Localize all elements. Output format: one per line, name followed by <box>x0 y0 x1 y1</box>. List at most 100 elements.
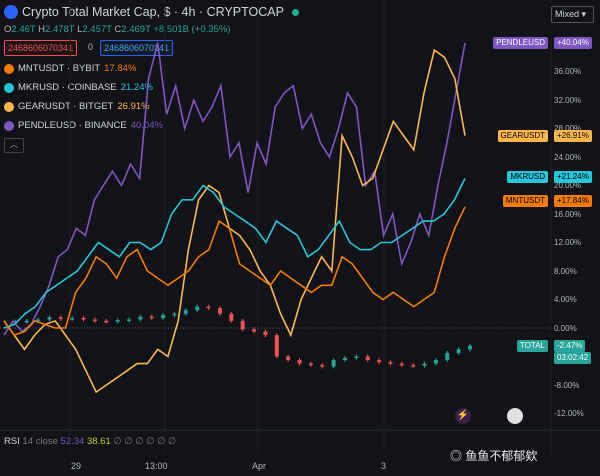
legend-item-0[interactable]: MNTUSDT · BYBIT 17.84% <box>4 63 136 74</box>
candle <box>115 320 120 322</box>
candle <box>81 318 86 320</box>
symbol-logo-icon <box>4 120 14 131</box>
cryptocap-logo-icon <box>4 5 18 19</box>
collapse-legend-button[interactable]: ︿ <box>4 138 24 153</box>
candle <box>411 365 416 367</box>
series-line-pendleusd <box>3 42 466 336</box>
series-value-tag-total: -2.47% <box>554 339 586 352</box>
series-name-tag-pendle: PENDLEUSD <box>493 36 548 49</box>
series-value-tag-pendle: +40.04% <box>554 36 592 49</box>
candle <box>161 315 166 319</box>
price-tick: 20.00% <box>554 181 582 190</box>
symbol-logo-icon <box>4 101 14 112</box>
price-tick: 36.00% <box>554 67 582 76</box>
price-tick: 24.00% <box>554 152 582 162</box>
candle <box>331 360 336 367</box>
price-tick: -8.00% <box>554 380 580 390</box>
candle <box>70 318 75 320</box>
price-tick: 28.00% <box>554 124 582 133</box>
candle <box>229 313 234 321</box>
series-value-tag-mnt: +17.84% <box>554 194 592 207</box>
candle <box>138 316 143 320</box>
candle <box>308 363 313 366</box>
market-status-icon <box>291 8 299 16</box>
candle <box>195 306 200 311</box>
legend-percent: 26.91% <box>117 101 150 112</box>
symbol-title[interactable]: Crypto Total Market Cap, $ · 4h · CRYPTO… <box>22 5 284 19</box>
watermark: ◎ 鱼鱼不郁郁欸 <box>450 449 538 463</box>
candle <box>342 357 347 361</box>
series-name-tag-mkr: MKRUSD <box>507 170 548 183</box>
price-tick: 16.00% <box>554 209 582 219</box>
series-line-mntusdt <box>3 206 466 337</box>
rsi-indicator-legend[interactable]: RSI 14 close 52.34 38.61 ∅ ∅ ∅ ∅ ∅ ∅ <box>4 436 177 447</box>
candle <box>24 320 29 323</box>
price-tick: 8.00% <box>554 266 577 276</box>
candle <box>172 313 177 316</box>
scale-mode-select[interactable]: Mixed ▾ <box>551 6 594 23</box>
legend-percent: 17.84% <box>104 63 137 74</box>
legend-item-3[interactable]: PENDLEUSD · BINANCE 40.04% <box>4 120 163 131</box>
candle <box>297 360 302 364</box>
lightning-icon[interactable]: ⚡ <box>455 408 471 424</box>
candle <box>456 349 461 353</box>
chart-header: Crypto Total Market Cap, $ · 4h · CRYPTO… <box>4 5 299 19</box>
series-value-tag-mkr: +21.24% <box>554 170 592 183</box>
candle <box>13 321 18 324</box>
legend-symbol: GEARUSDT · BITGET <box>18 101 114 112</box>
spread-value: 0 <box>88 42 94 52</box>
candle <box>252 329 257 332</box>
candle <box>365 356 370 361</box>
candle <box>377 360 382 363</box>
candle <box>388 362 393 364</box>
series-name-tag-total: TOTAL <box>516 339 548 352</box>
price-tick: 32.00% <box>554 95 582 105</box>
legend-item-2[interactable]: GEARUSDT · BITGET 26.91% <box>4 101 150 112</box>
candle <box>445 352 450 361</box>
legend-percent: 21.24% <box>120 82 153 93</box>
symbol-logo-icon <box>4 82 14 93</box>
legend-item-1[interactable]: MKRUSD · COINBASE 21.24% <box>4 82 153 93</box>
series-name-tag-gear: GEARUSDT <box>497 130 548 143</box>
candle <box>286 356 291 361</box>
price-tick: 4.00% <box>554 295 577 304</box>
candle <box>422 363 427 366</box>
candle <box>36 319 41 321</box>
us-flag-icon[interactable] <box>507 408 523 424</box>
candle-countdown: 03:02:42 <box>554 351 592 364</box>
candle <box>104 320 109 323</box>
time-tick-3: 3 <box>381 461 387 471</box>
series-line-gearusdt <box>3 48 466 394</box>
symbol-logo-icon <box>4 63 14 74</box>
candle <box>354 356 359 358</box>
ohlc-readout: O2.46T H2.478T L2.457T C2.469T +8.501B (… <box>4 24 231 35</box>
time-tick-13: 13:00 <box>145 461 168 471</box>
price-tick: -12.00% <box>554 409 584 418</box>
candle <box>217 308 222 314</box>
candle <box>433 360 438 364</box>
candle <box>47 317 52 320</box>
legend-symbol: PENDLEUSD · BINANCE <box>18 120 127 131</box>
time-tick-apr: Apr <box>252 461 267 471</box>
series-name-tag-mnt: MNTUSDT <box>502 194 548 207</box>
price-tick: 0.00% <box>554 323 577 333</box>
price-tick: 12.00% <box>554 238 582 247</box>
price-input-red[interactable]: 2468606070341 <box>4 40 78 56</box>
candle <box>399 363 404 366</box>
series-value-tag-gear: +26.91% <box>554 130 592 143</box>
time-tick-29: 29 <box>71 461 82 471</box>
candle <box>240 320 245 330</box>
candle <box>263 331 268 336</box>
candle <box>149 316 154 319</box>
legend-symbol: MKRUSD · COINBASE <box>18 82 117 93</box>
candle <box>274 335 279 357</box>
candle <box>183 310 188 314</box>
candle <box>92 319 97 321</box>
legend-percent: 40.04% <box>130 120 163 131</box>
candle <box>468 345 472 350</box>
candle <box>206 306 211 309</box>
legend-symbol: MNTUSDT · BYBIT <box>18 63 101 74</box>
candle <box>58 317 63 319</box>
series-line-mkrusd <box>3 178 466 329</box>
